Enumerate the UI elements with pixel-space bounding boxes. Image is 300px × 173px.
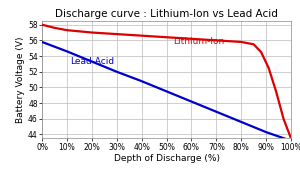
- Y-axis label: Battery Voltage (V): Battery Voltage (V): [16, 36, 25, 123]
- Title: Discharge curve : Lithium-Ion vs Lead Acid: Discharge curve : Lithium-Ion vs Lead Ac…: [55, 9, 278, 19]
- Text: Lithium-Ion: Lithium-Ion: [173, 37, 224, 46]
- X-axis label: Depth of Discharge (%): Depth of Discharge (%): [113, 154, 220, 163]
- Text: Lead-Acid: Lead-Acid: [70, 57, 114, 66]
